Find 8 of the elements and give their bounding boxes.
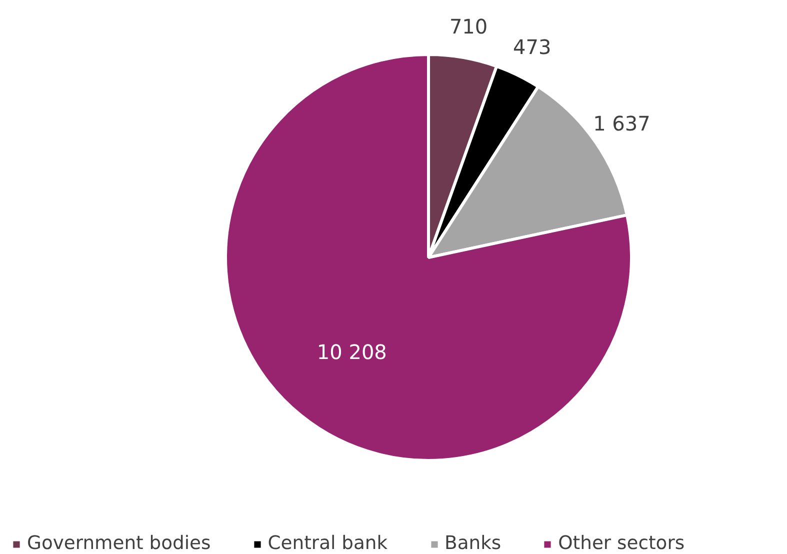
data-label: 10 208	[316, 340, 387, 364]
legend-label: Central bank	[268, 533, 388, 554]
legend-label: Banks	[444, 533, 502, 554]
legend-label: Government bodies	[27, 533, 211, 554]
data-label: 1 637	[593, 112, 650, 136]
data-label: 473	[513, 35, 552, 60]
legend-label: Other sectors	[558, 533, 685, 554]
data-label: 710	[449, 14, 488, 38]
